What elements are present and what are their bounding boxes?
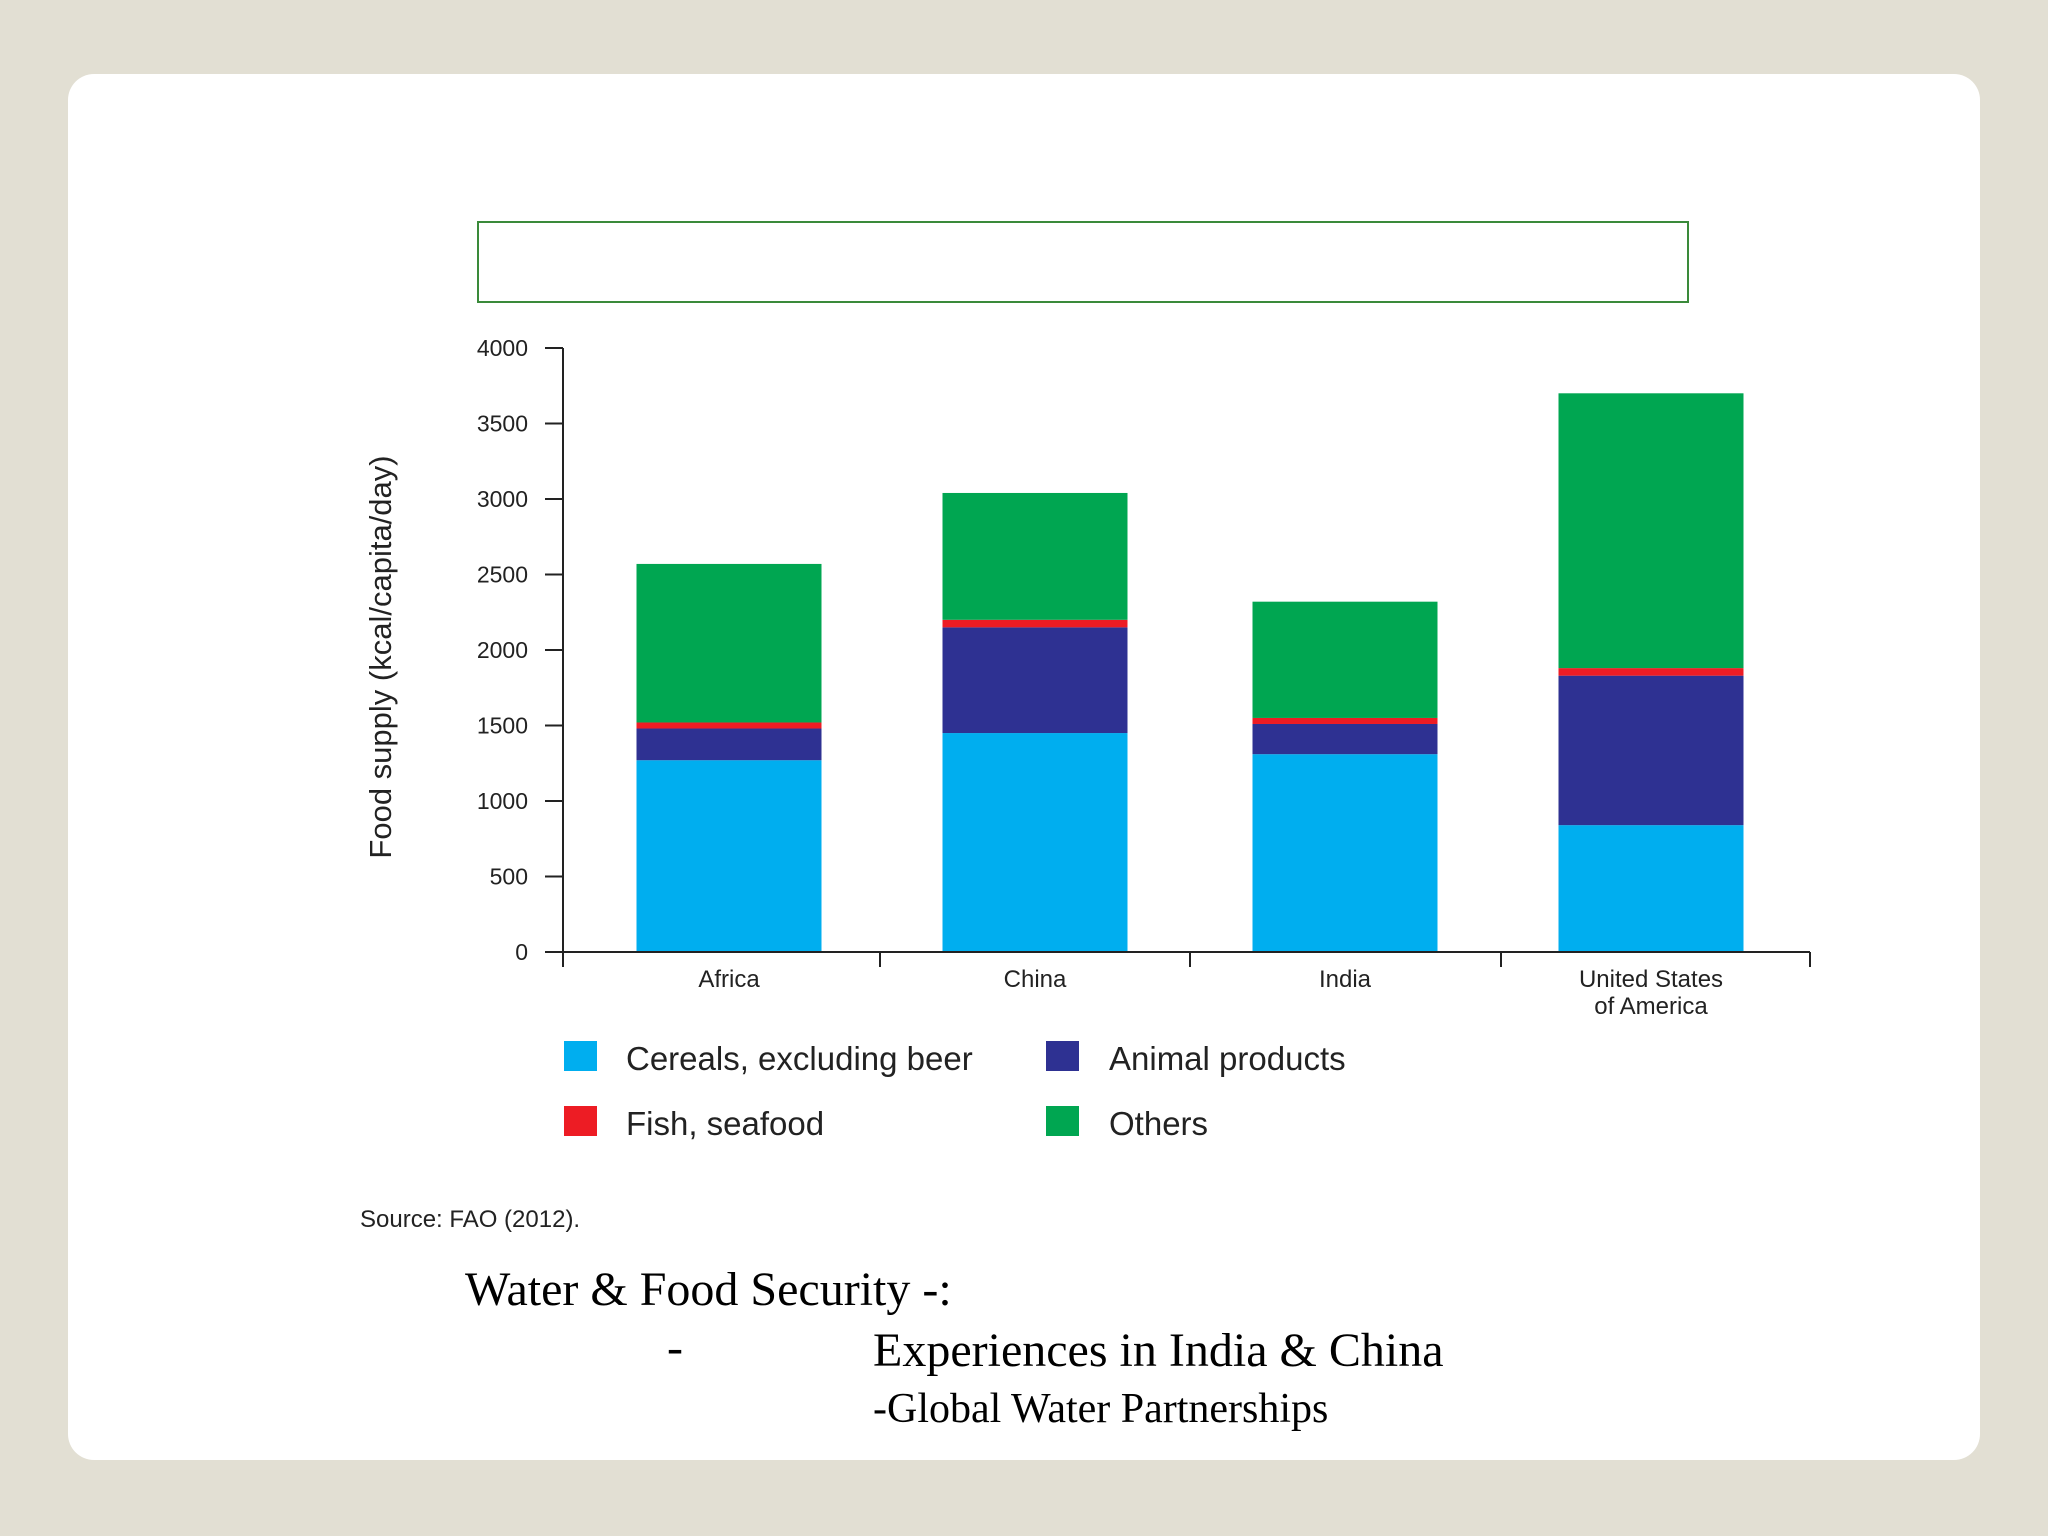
y-tick-label-1500: 1500 xyxy=(477,713,528,739)
bar-africa-others xyxy=(636,563,822,723)
y-tick-label-2000: 2000 xyxy=(477,637,528,663)
bar-united-states-of-america-cereals-excluding-beer xyxy=(1558,825,1744,952)
bar-china-animal-products xyxy=(942,627,1128,734)
legend-swatch-animal-products xyxy=(1046,1041,1079,1071)
bar-china-others xyxy=(942,492,1128,620)
x-tick-label-united-states-of-america: United States of America xyxy=(1579,966,1723,1020)
y-axis-label: Food supply (kcal/capita/day) xyxy=(363,455,398,858)
y-tick-label-1000: 1000 xyxy=(477,788,528,814)
axes-group: 0 500 1000 1500 2000 2500 3000 3500 4000 Africa Ch… xyxy=(477,335,1811,1020)
legend: Cereals, excluding beer Animal products Fi… xyxy=(564,1040,1346,1142)
bar-united-states-of-america-fish-seafood xyxy=(1558,668,1744,676)
x-tick-label-china: China xyxy=(1004,966,1067,993)
legend-label-fish-seafood: Fish, seafood xyxy=(626,1105,824,1142)
bar-india-others xyxy=(1252,601,1438,718)
bar-africa-cereals-excluding-beer xyxy=(636,760,822,952)
legend-swatch-cereals-excluding-beer xyxy=(564,1041,597,1071)
caption-line-2: Experiences in India & China xyxy=(873,1324,1444,1377)
bar-africa-animal-products xyxy=(636,728,822,761)
y-tick-label-2500: 2500 xyxy=(477,562,528,588)
bar-india-animal-products xyxy=(1252,723,1438,755)
bar-united-states-of-america-others xyxy=(1558,393,1744,669)
x-tick-label-india: India xyxy=(1319,966,1372,993)
bars-group xyxy=(636,393,1744,952)
legend-label-cereals-excluding-beer: Cereals, excluding beer xyxy=(626,1040,973,1077)
x-tick-label-africa: Africa xyxy=(698,966,760,993)
title-placeholder-box xyxy=(477,221,1689,303)
y-tick-label-4000: 4000 xyxy=(477,335,528,361)
y-tick-label-500: 500 xyxy=(490,864,528,890)
caption-line-1: Water & Food Security -: xyxy=(465,1263,952,1316)
bar-china-cereals-excluding-beer xyxy=(942,733,1128,952)
bar-africa-fish-seafood xyxy=(636,722,822,729)
legend-label-animal-products: Animal products xyxy=(1109,1040,1346,1077)
caption-dash: - xyxy=(667,1321,683,1374)
bar-india-cereals-excluding-beer xyxy=(1252,754,1438,952)
y-tick-label-0: 0 xyxy=(515,939,528,965)
y-tick-label-3000: 3000 xyxy=(477,486,528,512)
bar-india-fish-seafood xyxy=(1252,717,1438,724)
bar-china-fish-seafood xyxy=(942,619,1128,628)
bar-united-states-of-america-animal-products xyxy=(1558,675,1744,826)
legend-swatch-fish-seafood xyxy=(564,1106,597,1136)
legend-swatch-others xyxy=(1046,1106,1079,1136)
y-tick-label-3500: 3500 xyxy=(477,411,528,437)
legend-label-others: Others xyxy=(1109,1105,1208,1142)
caption-line-3: -Global Water Partnerships xyxy=(873,1386,1329,1432)
source-note: Source: FAO (2012). xyxy=(360,1206,581,1233)
